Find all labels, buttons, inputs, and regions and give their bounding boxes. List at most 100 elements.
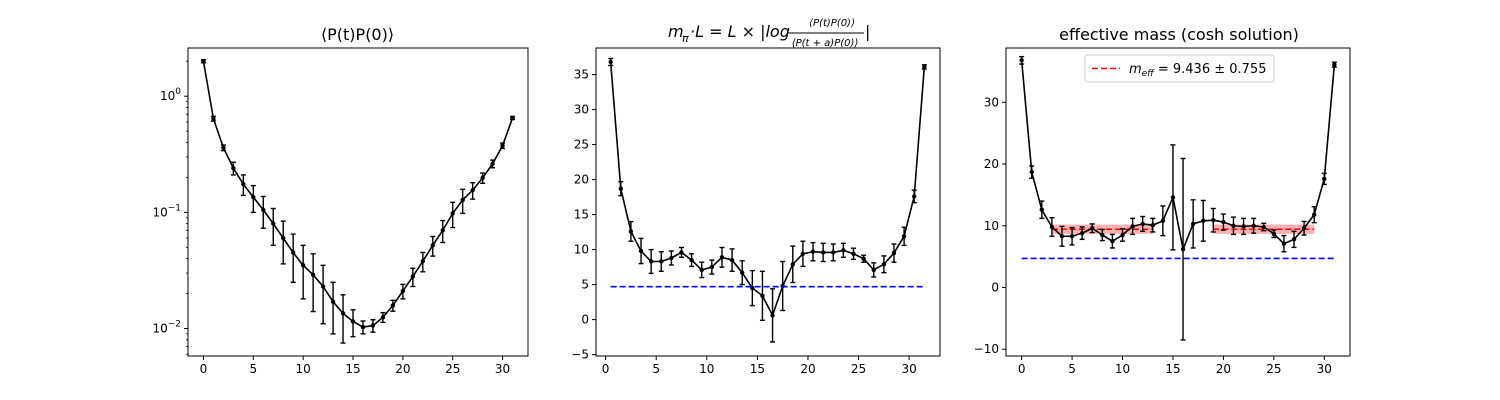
data-point — [1221, 219, 1226, 225]
chart-title: ⟨P(t)P(0)⟩ — [321, 25, 394, 44]
data-point — [290, 250, 296, 255]
data-point — [1039, 207, 1045, 212]
data-point — [350, 319, 356, 324]
data-point — [638, 248, 644, 254]
data-point — [1059, 234, 1065, 239]
data-point — [1019, 58, 1024, 63]
y-tick-label: −10 — [974, 342, 999, 356]
data-point — [1180, 247, 1186, 252]
data-point — [390, 303, 396, 308]
y-tick-label-base: 10 — [160, 89, 175, 103]
data-point — [1049, 224, 1055, 230]
data-point — [1100, 232, 1105, 238]
axes: 0 5 10 15 20 25 30 −10 0 10 20 30 — [974, 47, 1351, 376]
y-tick-label: 10 — [984, 219, 999, 233]
data-point — [1029, 169, 1034, 175]
x-tick-label: 20 — [395, 362, 410, 376]
data-point — [841, 248, 846, 253]
axes: 0 5 10 15 20 25 30 −5 0 5 10 15 20 25 30 35 — [571, 47, 941, 376]
data-point — [770, 313, 775, 318]
data-point — [380, 315, 386, 320]
panel-effective-mass: effective mass (cosh solution) 0 5 10 15 20 2… — [974, 25, 1351, 376]
data-point — [510, 115, 515, 121]
y-tick-label: 20 — [574, 173, 589, 187]
data-point — [1261, 224, 1266, 230]
data-point — [1231, 223, 1236, 228]
data-point — [1150, 222, 1155, 228]
legend-label-subscript: eff — [1142, 69, 1156, 79]
x-tick-label: 10 — [296, 362, 311, 376]
data-point — [300, 263, 306, 268]
x-tick-label: 25 — [445, 362, 460, 376]
data-point — [699, 267, 704, 273]
y-tick-label: 10 — [574, 243, 589, 257]
data-point — [1281, 241, 1287, 246]
data-point — [430, 243, 435, 248]
data-point — [1069, 234, 1075, 239]
data-point — [1332, 62, 1337, 67]
y-tick-label-base: 10 — [152, 205, 167, 219]
data-point — [420, 258, 426, 264]
title-m: m — [668, 22, 684, 41]
data-point — [679, 250, 684, 255]
data-point — [800, 251, 806, 256]
plot-area — [608, 57, 927, 343]
data-point — [1130, 224, 1135, 229]
data-point — [648, 259, 654, 264]
data-point — [1170, 195, 1176, 200]
data-point — [820, 250, 826, 255]
panel-mass-times-l: m π ·L = L × |log ⟨P(t)P(0)⟩ ⟨P(t + a)P(… — [571, 18, 941, 376]
data-point — [891, 250, 897, 256]
legend: meff = 9.436 ± 0.755 — [1084, 54, 1275, 83]
plot-area — [200, 59, 516, 344]
data-point — [1090, 226, 1095, 231]
series-line — [202, 61, 514, 328]
data-point — [790, 262, 795, 267]
data-point — [831, 250, 836, 255]
data-point — [500, 143, 505, 148]
data-point — [861, 256, 866, 261]
title-middle: ·L = L × |log — [690, 22, 790, 41]
y-tick-label-exponent: 0 — [175, 87, 181, 97]
data-point — [410, 274, 416, 279]
x-tick-label: 5 — [249, 362, 257, 376]
data-point — [729, 257, 735, 263]
x-tick-label: 25 — [1266, 362, 1281, 376]
x-tick-label: 10 — [699, 362, 714, 376]
x-tick-label: 15 — [1165, 362, 1180, 376]
data-point — [628, 229, 634, 234]
data-point — [460, 197, 465, 203]
axes-frame — [187, 47, 529, 357]
data-point — [760, 293, 765, 298]
y-tick-label: 35 — [574, 68, 589, 82]
axes-frame — [1005, 47, 1351, 357]
data-point — [1190, 221, 1196, 227]
data-point — [281, 235, 286, 241]
y-tick-label: 100 — [160, 87, 181, 103]
data-point — [669, 255, 674, 261]
axes-frame — [595, 47, 941, 357]
x-tick-label: 10 — [1115, 362, 1130, 376]
y-tick-label: 30 — [574, 103, 589, 117]
y-tick-label-exponent: −1 — [168, 203, 181, 213]
data-point — [330, 299, 336, 304]
data-point — [1110, 238, 1115, 244]
legend-label-m: m — [1129, 62, 1142, 77]
data-point — [470, 188, 475, 193]
y-tick-label: 10−1 — [152, 203, 181, 219]
data-point — [201, 59, 206, 64]
x-tick-label: 5 — [1068, 362, 1076, 376]
x-tick-label: 15 — [345, 362, 360, 376]
x-tick-label: 0 — [602, 362, 610, 376]
y-tick-label: 30 — [984, 95, 999, 109]
data-point — [261, 207, 266, 213]
data-point — [1311, 212, 1317, 217]
data-point — [1140, 221, 1145, 227]
y-tick-label: 20 — [984, 157, 999, 171]
data-point — [271, 221, 276, 226]
x-tick-label: 5 — [652, 362, 660, 376]
y-tick-label: 25 — [574, 138, 589, 152]
data-point — [450, 211, 455, 216]
data-point — [871, 267, 876, 273]
